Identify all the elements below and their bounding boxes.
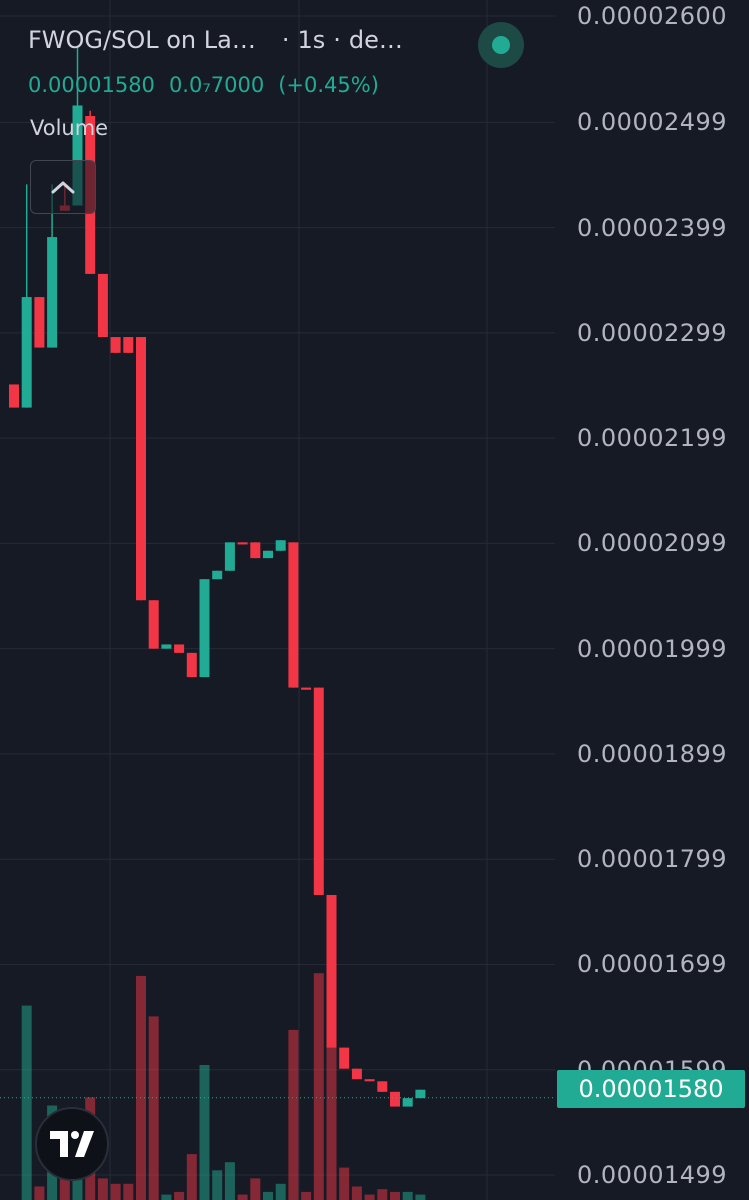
candle-body xyxy=(161,644,172,649)
volume-bar xyxy=(174,1191,185,1200)
candle-body xyxy=(237,542,248,545)
price-axis-label: 0.00001899 xyxy=(577,739,728,768)
price-axis-label: 0.00001799 xyxy=(577,845,728,874)
volume-bar xyxy=(186,1154,197,1200)
candle-body xyxy=(47,237,58,348)
price-axis-label: 0.00002199 xyxy=(577,424,728,453)
candle-body xyxy=(301,687,312,690)
price-axis-label: 0.00001999 xyxy=(577,634,728,663)
candle-body xyxy=(212,570,223,580)
price-axis-label: 0.00002099 xyxy=(577,529,728,558)
title-separator: · xyxy=(333,26,341,54)
candle-body xyxy=(364,1079,375,1082)
candle-body xyxy=(9,384,19,408)
symbol-title-row[interactable]: FWOG/SOL on La… · 1s · de… xyxy=(28,26,403,54)
volume-bar xyxy=(34,1186,45,1200)
chevron-up-icon xyxy=(51,181,75,194)
price-axis-label: 0.00001699 xyxy=(577,950,728,979)
candle-body xyxy=(313,687,324,895)
volume-bar xyxy=(326,994,337,1200)
interval-label[interactable]: 1s xyxy=(297,26,326,54)
candle-body xyxy=(390,1091,400,1107)
candle-body xyxy=(402,1098,413,1107)
candle-body xyxy=(199,579,210,678)
volume-bar xyxy=(301,1191,312,1200)
price-axis-label: 0.00002600 xyxy=(577,2,728,30)
price-axis-label: 0.00002499 xyxy=(577,108,728,137)
volume-bar xyxy=(313,973,324,1200)
price-axis-label: 0.00002299 xyxy=(577,318,728,347)
volume-bar xyxy=(250,1178,261,1200)
candle-body xyxy=(288,542,299,688)
live-status-dot-icon xyxy=(478,22,524,68)
candle-body xyxy=(110,337,121,353)
chart-legend: FWOG/SOL on La… · 1s · de… 0.00001580 0.… xyxy=(0,0,555,150)
candle-body xyxy=(123,337,134,353)
volume-bar xyxy=(339,1167,350,1200)
candle-body xyxy=(326,894,337,1048)
change-pct: (+0.45%) xyxy=(278,73,379,97)
last-price: 0.00001580 xyxy=(28,73,155,97)
volume-bar xyxy=(364,1194,375,1200)
volume-bar xyxy=(263,1191,273,1200)
candle-body xyxy=(186,652,197,678)
candle-body xyxy=(174,644,185,653)
volume-bar xyxy=(136,975,146,1200)
volume-bar xyxy=(275,1183,286,1200)
candle-body xyxy=(377,1081,388,1092)
volume-bar xyxy=(21,1005,32,1200)
candle-body xyxy=(21,297,32,408)
volume-bar xyxy=(123,1183,134,1200)
candle-body xyxy=(351,1068,362,1080)
change-abs: 0.0₇7000 xyxy=(168,73,265,97)
volume-bar xyxy=(212,1170,223,1200)
volume-bar xyxy=(288,1029,299,1200)
candle-body xyxy=(224,542,235,571)
candle-body xyxy=(339,1047,350,1069)
candle-body xyxy=(275,540,286,551)
candle-body xyxy=(415,1089,426,1099)
volume-bar xyxy=(199,1065,210,1200)
symbol-pair[interactable]: FWOG/SOL on La… xyxy=(28,26,256,54)
volume-bar xyxy=(110,1183,121,1200)
candle-body xyxy=(136,337,146,601)
title-separator: · xyxy=(281,26,290,54)
volume-bar xyxy=(161,1194,172,1200)
candle-body xyxy=(263,550,273,559)
price-axis-label: 0.00001499 xyxy=(577,1161,728,1189)
candle-body xyxy=(148,600,159,649)
volume-bar xyxy=(377,1189,388,1200)
tradingview-logo-icon[interactable] xyxy=(35,1107,109,1181)
volume-bar xyxy=(97,1178,108,1200)
current-price-tag: 0.00001580 xyxy=(557,1070,745,1108)
candle-body xyxy=(97,273,108,338)
volume-bar xyxy=(237,1194,248,1200)
price-values: 0.00001580 0.0₇7000 (+0.45%) xyxy=(28,73,393,97)
candle-body xyxy=(250,542,261,559)
volume-bar xyxy=(402,1191,413,1200)
volume-bar xyxy=(148,1016,159,1200)
volume-label: Volume xyxy=(30,116,109,140)
volume-bar xyxy=(224,1162,235,1200)
source-label[interactable]: de… xyxy=(348,26,403,54)
volume-bar xyxy=(390,1191,400,1200)
candle-body xyxy=(72,105,83,206)
volume-bar xyxy=(351,1186,362,1200)
price-axis-label: 0.00002399 xyxy=(577,213,728,242)
collapse-legend-button[interactable] xyxy=(30,160,96,214)
volume-bar xyxy=(415,1194,426,1200)
candle-body xyxy=(34,297,45,348)
